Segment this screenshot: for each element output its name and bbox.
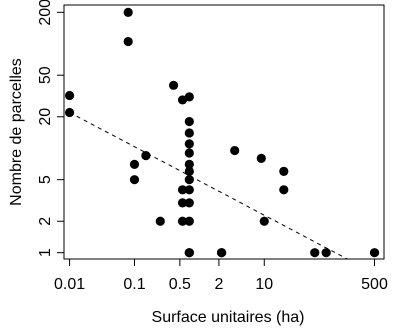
- data-point: [279, 166, 289, 176]
- x-tick-label: 2: [214, 276, 223, 293]
- y-tick-label: 5: [37, 175, 54, 184]
- y-tick-label: 20: [37, 108, 54, 126]
- data-point: [184, 128, 194, 138]
- data-point: [321, 248, 331, 258]
- x-tick-label: 10: [255, 276, 273, 293]
- y-tick-label: 2: [37, 217, 54, 226]
- data-point: [184, 216, 194, 226]
- data-point: [184, 116, 194, 127]
- y-axis-label: Nombre de parcelles: [8, 58, 25, 206]
- y-tick-label: 50: [37, 66, 54, 84]
- data-point: [259, 216, 269, 226]
- x-axis-label: Surface unitaires (ha): [152, 309, 305, 326]
- data-point: [141, 150, 151, 161]
- data-point: [184, 185, 194, 195]
- data-point: [184, 166, 194, 176]
- data-point: [256, 153, 266, 163]
- data-point: [279, 185, 289, 195]
- data-point: [177, 185, 188, 195]
- data-point: [155, 216, 165, 226]
- data-point: [123, 36, 133, 47]
- data-point: [310, 248, 320, 258]
- y-tick-label: 200: [37, 0, 54, 26]
- plot-frame: [63, 4, 385, 260]
- data-point: [369, 248, 380, 258]
- y-tick-label: 1: [37, 248, 54, 257]
- data-point: [184, 248, 194, 258]
- data-point: [129, 159, 140, 170]
- data-point: [184, 139, 194, 149]
- data-point: [123, 7, 133, 17]
- data-point: [129, 175, 140, 185]
- data-point: [177, 198, 188, 208]
- data-point: [184, 175, 194, 185]
- data-points: [64, 7, 380, 258]
- x-tick-label: 0.5: [169, 276, 191, 293]
- data-point: [184, 148, 194, 158]
- data-point: [64, 107, 75, 118]
- data-point: [216, 248, 227, 258]
- x-tick-label: 500: [361, 276, 388, 293]
- x-axis: 0.01 0.1 0.5 2 10 500: [54, 259, 388, 293]
- data-point: [184, 159, 194, 170]
- y-axis: 1 2 5 20 50 200: [37, 0, 64, 257]
- data-point: [230, 145, 240, 156]
- data-point: [177, 216, 188, 226]
- trend-line: [69, 112, 348, 260]
- data-point: [64, 90, 75, 101]
- data-point: [184, 92, 194, 102]
- data-point: [168, 80, 179, 90]
- x-tick-label: 0.01: [54, 276, 85, 293]
- x-tick-label: 0.1: [123, 276, 145, 293]
- data-point: [184, 198, 194, 208]
